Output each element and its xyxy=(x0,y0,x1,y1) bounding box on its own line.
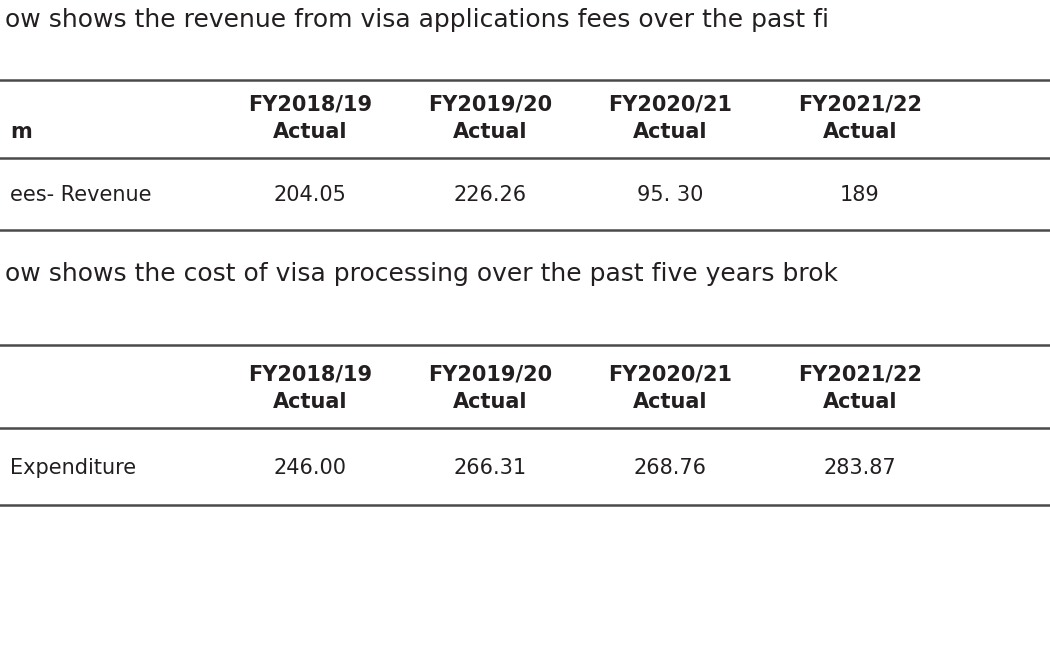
Text: FY2018/19: FY2018/19 xyxy=(248,95,372,115)
Text: Actual: Actual xyxy=(273,122,348,142)
Text: FY2019/20: FY2019/20 xyxy=(428,95,552,115)
Text: 226.26: 226.26 xyxy=(454,185,526,205)
Text: Actual: Actual xyxy=(823,392,898,412)
Text: ees- Revenue: ees- Revenue xyxy=(10,185,151,205)
Text: FY2020/21: FY2020/21 xyxy=(608,95,732,115)
Text: FY2018/19: FY2018/19 xyxy=(248,364,372,384)
Text: 246.00: 246.00 xyxy=(273,458,346,478)
Text: 266.31: 266.31 xyxy=(454,458,526,478)
Text: 283.87: 283.87 xyxy=(823,458,897,478)
Text: ow shows the revenue from visa applications fees over the past fi: ow shows the revenue from visa applicati… xyxy=(5,8,830,32)
Text: Expenditure: Expenditure xyxy=(10,458,136,478)
Text: FY2021/22: FY2021/22 xyxy=(798,95,922,115)
Text: FY2021/22: FY2021/22 xyxy=(798,364,922,384)
Text: Actual: Actual xyxy=(823,122,898,142)
Text: Actual: Actual xyxy=(453,392,527,412)
Text: Actual: Actual xyxy=(453,122,527,142)
Text: Actual: Actual xyxy=(633,392,708,412)
Text: 189: 189 xyxy=(840,185,880,205)
Text: Actual: Actual xyxy=(273,392,348,412)
Text: ow shows the cost of visa processing over the past five years brok: ow shows the cost of visa processing ove… xyxy=(5,262,838,286)
Text: m: m xyxy=(10,122,31,142)
Text: Actual: Actual xyxy=(633,122,708,142)
Text: FY2019/20: FY2019/20 xyxy=(428,364,552,384)
Text: FY2020/21: FY2020/21 xyxy=(608,364,732,384)
Text: 268.76: 268.76 xyxy=(633,458,707,478)
Text: 204.05: 204.05 xyxy=(274,185,346,205)
Text: 95. 30: 95. 30 xyxy=(636,185,704,205)
